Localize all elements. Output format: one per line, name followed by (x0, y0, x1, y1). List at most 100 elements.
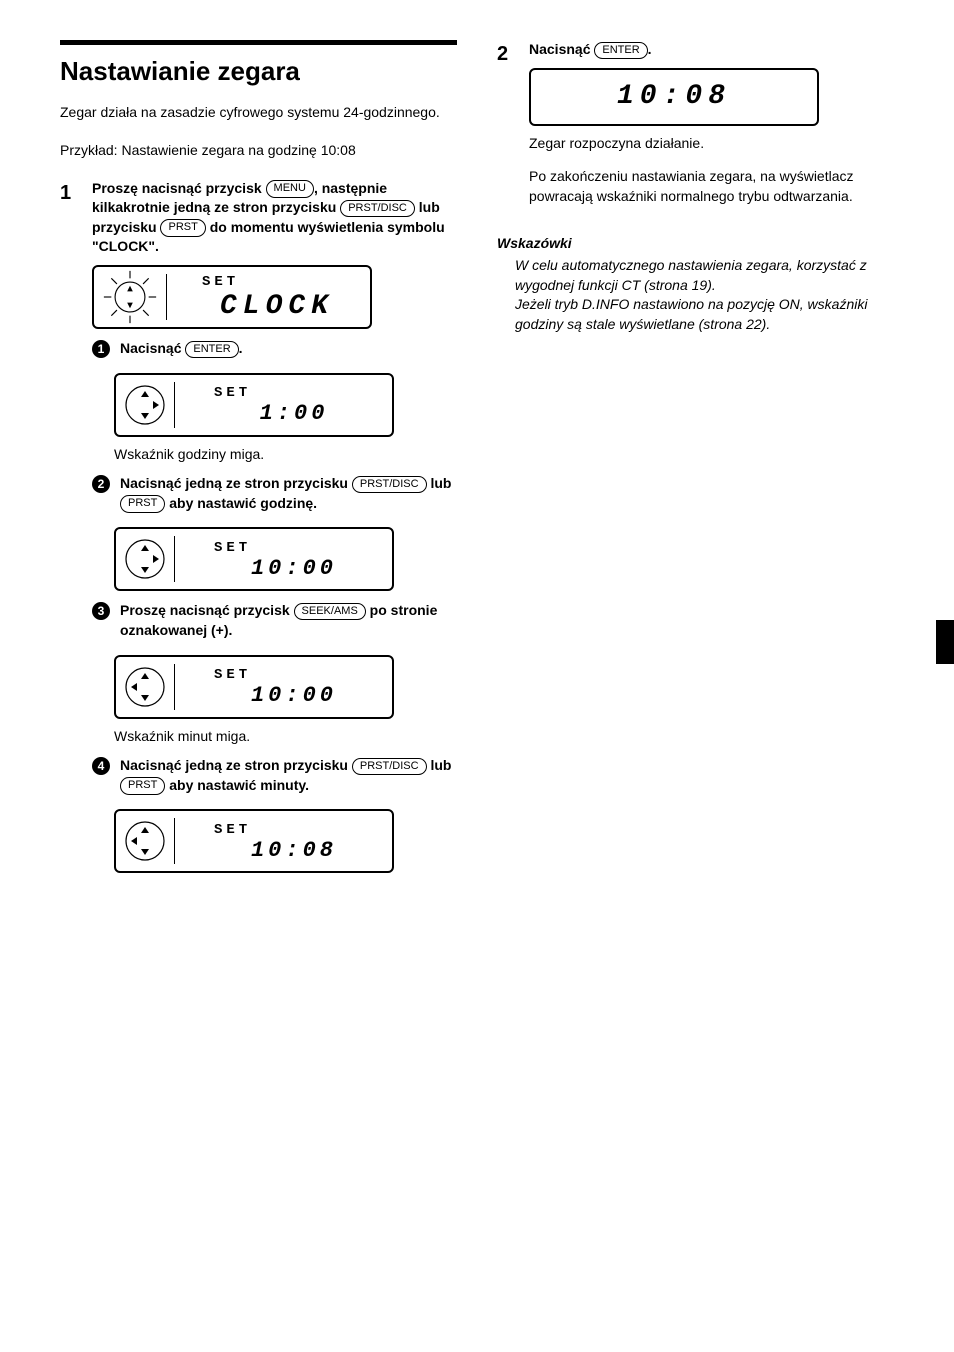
lcd: SET CLOCK (192, 273, 362, 321)
text: Nacisnąć jedną ze stron przycisku (120, 757, 352, 773)
substep-4: 4 Nacisnąć jedną ze stron przycisku PRST… (92, 756, 457, 803)
lcd-set-label: SET (202, 273, 239, 293)
prst-button-label: PRST (120, 495, 165, 512)
step2-caption: Zegar rozpoczyna działanie. (529, 134, 894, 154)
title-rule (60, 40, 457, 45)
prst-disc-button-label: PRST/DISC (352, 758, 427, 775)
right-column: 2 Nacisnąć ENTER. 10:08 Zegar rozpoczyna… (497, 40, 894, 889)
lcd-clock-text: CLOCK (220, 293, 334, 321)
nav-up-down-left-icon (124, 820, 166, 862)
nav-pad (124, 818, 204, 864)
sun-icon (102, 269, 158, 325)
text: Nacisnąć (120, 340, 185, 356)
prst-button-label: PRST (160, 219, 205, 236)
lcd: SET 10:00 (204, 666, 384, 708)
bullet-icon: 4 (92, 757, 110, 775)
sub-body: Nacisnąć jedną ze stron przycisku PRST/D… (120, 756, 457, 803)
lcd-display-1000b: SET 10:00 (114, 655, 394, 719)
prst-disc-button-label: PRST/DISC (352, 476, 427, 493)
divider (174, 536, 175, 582)
menu-button-label: MENU (266, 180, 314, 197)
enter-button-label: ENTER (594, 42, 647, 59)
text: Nacisnąć jedną ze stron przycisku (120, 475, 352, 491)
nav-up-down-left-icon (124, 666, 166, 708)
page: Nastawianie zegara Zegar działa na zasad… (60, 40, 894, 889)
text: Proszę nacisnąć przycisk (92, 180, 266, 196)
step2-title: Nacisnąć ENTER. (529, 40, 894, 60)
text: aby nastawić godzinę. (165, 495, 317, 511)
step-2: 2 Nacisnąć ENTER. 10:08 Zegar rozpoczyna… (497, 40, 894, 220)
lcd-set-label: SET (214, 821, 251, 841)
lcd-set-label: SET (214, 384, 251, 404)
text: . (239, 340, 243, 356)
text: aby nastawić minuty. (165, 777, 309, 793)
lcd: SET 10:08 (204, 821, 384, 863)
divider (174, 382, 175, 428)
substep-3: 3 Proszę nacisnąć przycisk SEEK/AMS po s… (92, 601, 457, 648)
lcd-value: 1:00 (260, 403, 329, 425)
lcd-value: 10:00 (251, 685, 337, 707)
bullet-icon: 3 (92, 602, 110, 620)
step1-title: Proszę nacisnąć przycisk MENU, następnie… (92, 179, 457, 257)
nav-up-down-right-icon (124, 538, 166, 580)
step-1: 1 Proszę nacisnąć przycisk MENU, następn… (60, 179, 457, 882)
lcd-value: 10:00 (251, 558, 337, 580)
intro-text: Zegar działa na zasadzie cyfrowego syste… (60, 103, 457, 123)
sub1-caption: Wskaźnik godziny miga. (114, 445, 457, 465)
lcd: 10:08 (539, 83, 809, 111)
prst-button-label: PRST (120, 777, 165, 794)
text: . (648, 41, 652, 57)
lcd-value: 10:08 (251, 840, 337, 862)
enter-button-label: ENTER (185, 341, 238, 358)
lcd-value: 10:08 (617, 83, 731, 111)
nav-sun (102, 269, 192, 325)
sub3-caption: Wskaźnik minut miga. (114, 727, 457, 747)
step-body: Nacisnąć ENTER. 10:08 Zegar rozpoczyna d… (529, 40, 894, 220)
lcd: SET 1:00 (204, 384, 384, 426)
bullet-icon: 1 (92, 340, 110, 358)
nav-up-down-right-icon (124, 384, 166, 426)
left-column: Nastawianie zegara Zegar działa na zasad… (60, 40, 457, 889)
lcd: SET 10:00 (204, 539, 384, 581)
lcd-display-final: 10:08 (529, 68, 819, 126)
text: lub (427, 757, 452, 773)
divider (174, 818, 175, 864)
substep-2: 2 Nacisnąć jedną ze stron przycisku PRST… (92, 474, 457, 521)
sub3-title: Proszę nacisnąć przycisk SEEK/AMS po str… (120, 601, 457, 640)
lcd-set-label: SET (214, 539, 251, 559)
sub1-title: Nacisnąć ENTER. (120, 339, 457, 359)
side-tab (936, 620, 954, 664)
lcd-display-1008a: SET 10:08 (114, 809, 394, 873)
sub-body: Nacisnąć jedną ze stron przycisku PRST/D… (120, 474, 457, 521)
sub2-title: Nacisnąć jedną ze stron przycisku PRST/D… (120, 474, 457, 513)
nav-pad (124, 664, 204, 710)
lcd-display-clock: SET CLOCK (92, 265, 372, 329)
seek-ams-button-label: SEEK/AMS (294, 603, 366, 620)
text: Proszę nacisnąć przycisk (120, 602, 294, 618)
sub-body: Proszę nacisnąć przycisk SEEK/AMS po str… (120, 601, 457, 648)
hint-1: W celu automatycznego nastawienia zegara… (515, 256, 894, 295)
sub4-title: Nacisnąć jedną ze stron przycisku PRST/D… (120, 756, 457, 795)
sub-body: Nacisnąć ENTER. (120, 339, 457, 367)
substep-1: 1 Nacisnąć ENTER. (92, 339, 457, 367)
prst-disc-button-label: PRST/DISC (340, 200, 415, 217)
lcd-display-1000a: SET 10:00 (114, 527, 394, 591)
divider (174, 664, 175, 710)
text: Nacisnąć (529, 41, 594, 57)
lcd-display-100: SET 1:00 (114, 373, 394, 437)
hints-body: W celu automatycznego nastawienia zegara… (515, 256, 894, 334)
nav-pad (124, 536, 204, 582)
example-text: Przykład: Nastawienie zegara na godzinę … (60, 141, 457, 161)
hint-2: Jeżeli tryb D.INFO nastawiono na pozycję… (515, 295, 894, 334)
step-number: 1 (60, 179, 82, 882)
page-title: Nastawianie zegara (60, 53, 457, 89)
lcd-set-label: SET (214, 666, 251, 686)
divider (166, 274, 167, 320)
step2-para: Po zakończeniu nastawiania zegara, na wy… (529, 167, 894, 206)
nav-pad (124, 382, 204, 428)
text: lub (427, 475, 452, 491)
step-number: 2 (497, 40, 519, 220)
step-body: Proszę nacisnąć przycisk MENU, następnie… (92, 179, 457, 882)
hints-title: Wskazówki (497, 234, 894, 254)
bullet-icon: 2 (92, 475, 110, 493)
